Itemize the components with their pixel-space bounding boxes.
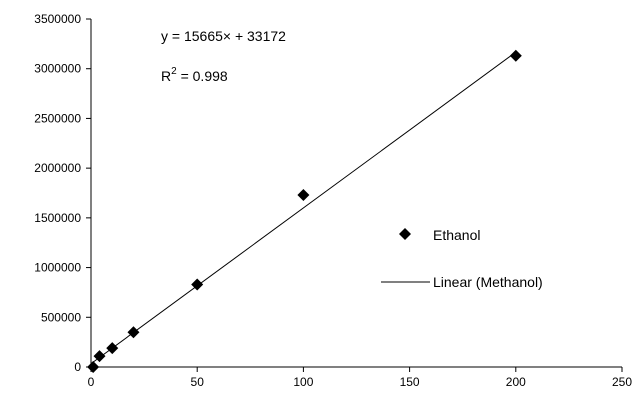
x-tick-label: 100	[293, 375, 313, 389]
data-points	[87, 49, 522, 373]
data-point-diamond	[87, 361, 100, 373]
data-point-diamond	[93, 350, 106, 363]
axes	[86, 18, 623, 372]
legend: Ethanol Linear (Methanol)	[381, 227, 543, 290]
data-point-diamond	[297, 188, 310, 201]
data-point-diamond	[106, 342, 119, 355]
data-point-diamond	[127, 326, 140, 339]
r-squared-annotation: R2 = 0.998	[161, 66, 228, 84]
x-tick-label: 0	[88, 375, 95, 389]
y-tick-label: 1000000	[34, 261, 81, 275]
x-tick-label: 250	[612, 375, 632, 389]
x-tick-label: 50	[191, 375, 205, 389]
y-tick-label: 1500000	[34, 211, 81, 225]
x-tick-label: 200	[506, 375, 526, 389]
y-tick-label: 2000000	[34, 161, 81, 175]
y-tick-label: 0	[74, 360, 81, 374]
equation-annotation: y = 15665× + 33172	[161, 28, 286, 44]
legend-label-ethanol: Ethanol	[433, 227, 480, 243]
fit-line	[92, 51, 517, 363]
tick-labels: 0 500000 1000000 1500000 2000000 2500000 30000…	[34, 12, 632, 389]
x-tick-label: 150	[400, 375, 420, 389]
data-point-diamond	[509, 49, 522, 62]
y-tick-label: 3000000	[34, 62, 81, 76]
y-tick-label: 2500000	[34, 111, 81, 125]
y-tick-label: 500000	[41, 310, 81, 324]
data-point-diamond	[191, 278, 204, 291]
legend-label-linear-methanol: Linear (Methanol)	[433, 274, 543, 290]
legend-diamond-marker	[399, 228, 411, 240]
fit-line-layer	[92, 51, 517, 363]
y-tick-label: 3500000	[34, 12, 81, 26]
